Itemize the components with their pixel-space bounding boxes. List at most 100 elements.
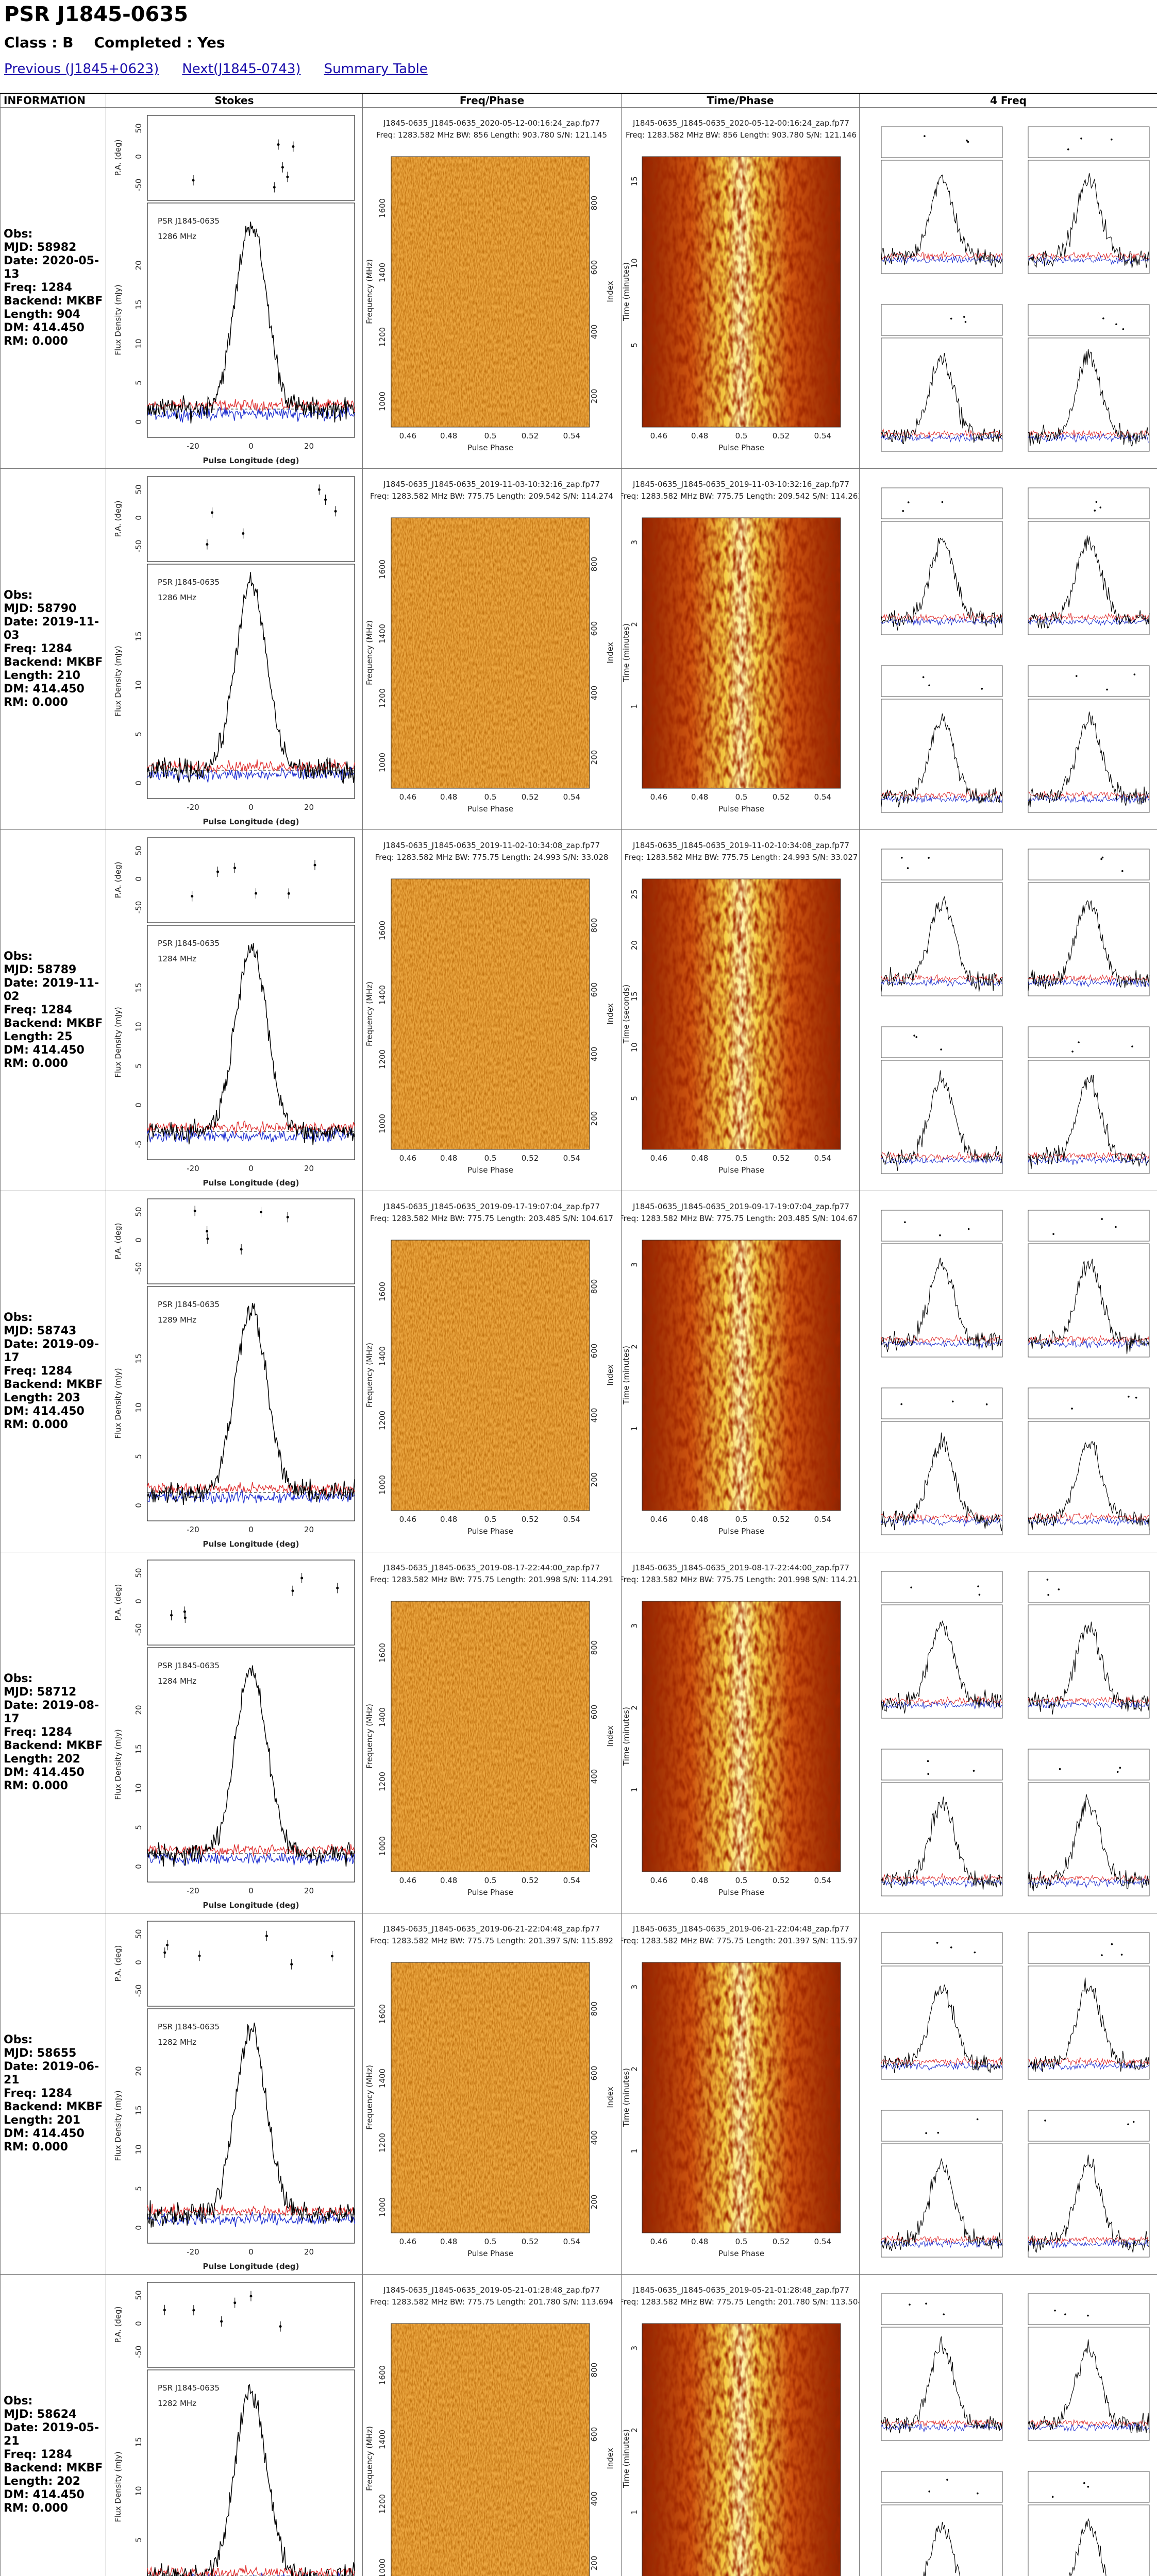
pa-point [330,1955,333,1958]
mini-pa-point [946,2479,948,2481]
pa-point [292,145,295,148]
phase-tick: 0.48 [691,792,708,802]
info-line: Freq: 1284 [4,642,72,655]
longitude-tick: -20 [187,2247,199,2257]
profile-line [147,2565,355,2576]
mini-pa-point [967,1228,970,1230]
phase-label: Pulse Phase [467,443,513,452]
phase-tick: 0.54 [814,792,831,802]
pa-point [193,1209,196,1212]
profile-line [881,713,1003,808]
longitude-tick: 0 [248,2247,254,2257]
mini-pa-frame [1028,2110,1150,2142]
phase-tick: 0.54 [814,1515,831,1524]
time-tick: 2 [630,622,639,627]
mini-pa-point [915,1036,918,1038]
obs-row: Obs: MJD: 58624 Date: 2019-05-21 Freq: 1284… [0,2274,1157,2576]
mini-profile-frame [1028,2143,1150,2258]
mini-pa-point [1131,1045,1133,1048]
info-cell: Obs: MJD: 58655 Date: 2019-06-21 Freq: 1284… [0,1913,106,2275]
info-cell: Obs: MJD: 58982 Date: 2020-05-13 Freq: 1284… [0,107,106,469]
fourfreq-cell [859,107,1157,469]
index-tick: 400 [590,2492,599,2506]
index-tick: 600 [590,260,599,275]
profile-line [1028,1878,1150,1889]
tp-frame [642,878,841,1150]
stokes-cell: -50 0 50 P.A. (deg) 0 5 10 15 20 Flux Density (mJ… [106,107,363,469]
psr-freq: 1284 MHz [158,1676,196,1686]
info-line: DM: 414.450 [4,2127,85,2140]
mini-pa-point [966,139,968,142]
profile-line [881,1258,1003,1352]
time-label: Time (minutes) [622,2068,631,2127]
flux-tick: 15 [134,1353,143,1363]
phase-tick: 0.52 [773,1876,790,1885]
mini-pa-point [939,1234,941,1236]
time-phase-plot: J1845-0635_J1845-0635_2019-11-03-10:32:1… [622,480,859,814]
freq-tick: 1000 [378,2197,387,2217]
next-link[interactable]: Next(J1845-0743) [182,61,301,77]
tp-frame [642,1962,841,2233]
pa-label: P.A. (deg) [113,501,123,537]
profile-line [147,2022,355,2228]
summary-link[interactable]: Summary Table [324,61,428,77]
tp-cell: J1845-0635_J1845-0635_2019-08-17-22:44:0… [621,1552,860,1913]
mini-pa-point [1102,317,1104,319]
column-header: Freq/Phase [362,93,622,108]
profile-line [881,896,1003,992]
mini-profile-frame [881,1782,1003,1896]
profile-line [147,2203,355,2218]
mini-pa-point [978,1594,981,1596]
freq-phase-plot: J1845-0635_J1845-0635_2019-09-17-19:07:0… [365,1202,615,1536]
info-line: MJD: 58712 [4,1686,77,1699]
flux-tick: 15 [134,2437,143,2447]
info-line: MJD: 58982 [4,241,77,254]
mini-profile-frame [1028,1421,1150,1535]
pa-point [183,1610,186,1613]
info-line: DM: 414.450 [4,1405,85,1418]
four-freq-plot [881,1932,1150,2258]
fp-noise [391,2324,590,2576]
freq-tick: 1400 [378,985,387,1005]
longitude-tick: -20 [187,1164,199,1173]
fp-title: J1845-0635_J1845-0635_2019-11-03-10:32:1… [383,480,600,489]
pa-point [206,1230,209,1233]
profile-line [1028,1259,1150,1354]
time-phase-plot: J1845-0635_J1845-0635_2019-08-17-22:44:0… [622,1563,859,1897]
info-line: RM: 0.000 [4,1780,68,1792]
prev-link[interactable]: Previous (J1845+0623) [4,61,159,77]
fp-noise [391,157,590,427]
freq-tick: 1200 [378,1049,387,1069]
phase-tick: 0.5 [484,1515,497,1524]
flux-label: Flux Density (mJy) [113,284,123,355]
info-line: Length: 210 [4,669,80,682]
pa-tick: 50 [134,1929,143,1939]
pa-point [191,895,194,898]
flux-frame [147,1647,355,1883]
freq-tick: 1000 [378,1114,387,1133]
profile-line [881,1070,1003,1171]
mini-pa-frame [1028,665,1150,697]
pa-frame [147,115,355,201]
flux-tick: 10 [134,1022,143,1031]
info-line: RM: 0.000 [4,696,68,709]
phase-tick: 0.5 [484,1154,497,1163]
info-line: Obs: [4,1672,33,1685]
fp-cell: J1845-0635_J1845-0635_2019-11-03-10:32:1… [362,468,622,830]
phase-tick: 0.48 [691,1154,708,1163]
phase-tick: 0.48 [691,431,708,440]
mini-pa-point [1071,1408,1073,1410]
mini-pa-point [909,2303,911,2306]
profile-line [1028,1075,1150,1170]
mini-pa-point [977,2492,979,2495]
phase-tick: 0.5 [735,431,748,440]
tp-frame [642,1240,841,1511]
pa-tick: 50 [134,1207,143,1216]
tp-cell: J1845-0635_J1845-0635_2019-06-21-22:04:4… [621,1913,860,2275]
column-header: INFORMATION [0,93,106,108]
time-tick: 3 [630,2346,639,2351]
info-line: Backend: MKBF [4,295,103,308]
phase-tick: 0.48 [691,2237,708,2246]
pa-point [233,2301,237,2304]
